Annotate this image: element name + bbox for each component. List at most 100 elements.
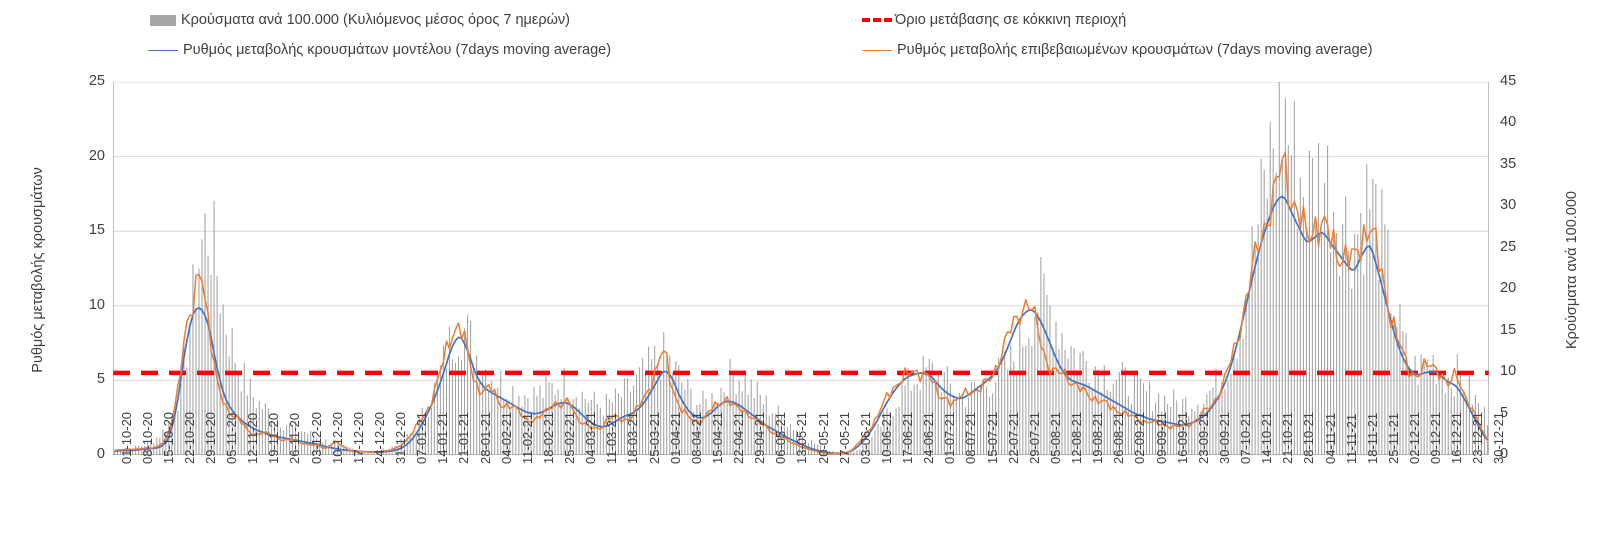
bar — [1173, 389, 1175, 455]
y-axis-left-title: Ρυθμός μεταβολής κρουσμάτων — [30, 167, 46, 373]
bar — [1185, 397, 1187, 455]
bar — [961, 393, 963, 455]
bar — [853, 451, 855, 455]
bar — [1064, 349, 1066, 455]
bar — [234, 362, 236, 455]
bar — [566, 399, 568, 455]
x-tick-label: 01-04-21 — [667, 411, 683, 464]
bar — [1408, 365, 1410, 455]
bar — [1161, 411, 1163, 455]
bar — [1088, 382, 1090, 455]
bar — [940, 392, 942, 455]
bar — [488, 391, 490, 455]
x-tick-label: 06-05-21 — [773, 411, 789, 464]
bar — [578, 408, 580, 455]
bar — [551, 382, 553, 455]
bar — [355, 449, 357, 455]
bar — [639, 367, 641, 455]
legend-item-cases-bars[interactable]: Κρούσματα ανά 100.000 (Κυλιόμενος μέσος … — [150, 13, 570, 28]
bar — [780, 415, 782, 455]
legend-label-confirmed-rate: Ρυθμός μεταβολής επιβεβαιωμένων κρουσμάτ… — [897, 42, 1373, 58]
bar — [617, 393, 619, 455]
bar — [747, 394, 749, 455]
bar — [572, 398, 574, 455]
x-tick-label: 03-06-21 — [857, 411, 873, 464]
bar — [955, 398, 957, 455]
bar — [1417, 384, 1419, 455]
bar — [1441, 377, 1443, 455]
bar — [1471, 404, 1473, 455]
bar — [213, 200, 215, 455]
bar — [536, 395, 538, 455]
bar — [1375, 183, 1377, 455]
bar — [1260, 158, 1262, 455]
bar — [678, 365, 680, 455]
bar — [602, 415, 604, 455]
bar — [512, 386, 514, 455]
bar — [983, 379, 985, 455]
bar — [967, 397, 970, 455]
bar — [1272, 148, 1274, 455]
bar — [1037, 312, 1039, 455]
x-tick-label: 27-05-21 — [836, 411, 852, 464]
bar — [1085, 361, 1087, 455]
bar — [412, 430, 414, 455]
x-tick-label: 01-07-21 — [942, 411, 958, 464]
bar — [165, 432, 167, 455]
bar — [1112, 383, 1114, 455]
bar — [723, 392, 725, 455]
bar — [397, 446, 399, 455]
bar — [874, 430, 876, 455]
bar — [1387, 229, 1389, 455]
bar — [850, 451, 852, 455]
x-tick-label: 12-11-20 — [245, 412, 261, 464]
bar — [883, 411, 885, 455]
bar — [1013, 361, 1015, 455]
bar — [952, 396, 954, 455]
bar — [1450, 387, 1452, 455]
legend-item-threshold[interactable]: Όριο μετάβασης σε κόκκινη περιοχή — [862, 13, 1126, 28]
bar — [1007, 369, 1009, 455]
bar — [1242, 338, 1244, 455]
x-tick-label: 07-10-21 — [1238, 411, 1254, 464]
legend-item-confirmed-rate[interactable]: Ρυθμός μεταβολής επιβεβαιωμένων κρουσμάτ… — [862, 43, 1373, 58]
bar — [1091, 388, 1093, 455]
bar — [282, 430, 285, 455]
bar — [1254, 247, 1256, 455]
bar — [1100, 391, 1102, 455]
bar — [427, 416, 429, 455]
bar — [651, 359, 653, 455]
bar — [367, 451, 369, 455]
bar — [919, 389, 921, 455]
y-left-tick-label: 20 — [88, 147, 105, 164]
x-tick-label: 15-07-21 — [984, 411, 1000, 464]
bar — [1447, 377, 1449, 455]
x-tick-label: 10-06-21 — [878, 411, 894, 464]
bar — [1414, 355, 1416, 455]
bar — [116, 450, 119, 455]
x-tick-label: 25-11-21 — [1385, 412, 1401, 464]
bar — [1224, 389, 1226, 455]
bar — [1435, 384, 1437, 455]
x-tick-label: 02-12-21 — [1407, 411, 1422, 464]
x-tick-label: 20-05-21 — [815, 411, 831, 464]
bar — [560, 399, 562, 455]
line-swatch-orange-icon — [862, 49, 892, 51]
bar — [126, 449, 128, 455]
bar — [1001, 362, 1003, 455]
bar — [1369, 209, 1371, 455]
bar — [946, 366, 948, 455]
bar — [786, 427, 788, 455]
bar — [421, 407, 423, 455]
bar — [904, 385, 906, 455]
legend-label-model-rate: Ρυθμός μεταβολής κρουσμάτων μοντέλου (7d… — [183, 42, 612, 58]
bar — [273, 421, 275, 455]
x-tick-label: 26-08-21 — [1111, 411, 1127, 464]
x-tick-label: 11-03-21 — [604, 412, 620, 464]
bar — [264, 403, 266, 455]
legend-item-model-rate[interactable]: Ρυθμός μεταβολής κρουσμάτων μοντέλου (7d… — [148, 43, 611, 58]
bar — [611, 402, 613, 455]
bar — [530, 411, 532, 455]
bar — [901, 384, 903, 455]
x-tick-label: 24-06-21 — [921, 411, 937, 464]
